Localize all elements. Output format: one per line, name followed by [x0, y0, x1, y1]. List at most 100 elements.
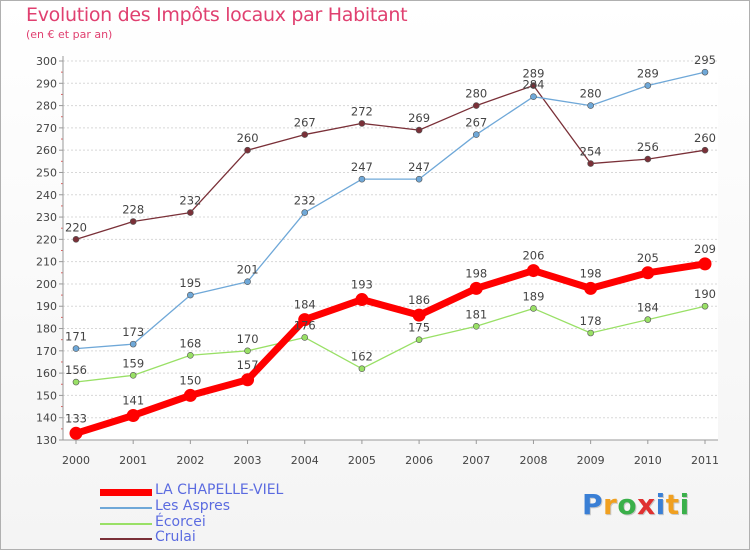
y-tick-label: 220: [36, 233, 57, 246]
y-tick-label: 150: [36, 389, 57, 402]
y-tick-label: 170: [36, 345, 57, 358]
y-tick-label: 140: [36, 412, 57, 425]
data-point: [72, 345, 80, 352]
data-label: 133: [65, 411, 87, 425]
data-label: 193: [351, 278, 373, 292]
data-label: 228: [122, 203, 144, 217]
x-tick-label: 2010: [634, 454, 662, 467]
data-label: 220: [65, 220, 87, 234]
data-point: [644, 155, 652, 163]
y-tick-label: 230: [36, 211, 57, 224]
data-point: [298, 313, 312, 327]
data-point: [530, 82, 537, 89]
data-point: [187, 291, 194, 299]
legend-label: Écorcei: [155, 514, 206, 530]
data-label: 159: [122, 356, 144, 370]
series-line-1: [75, 71, 706, 350]
data-label: 289: [522, 67, 544, 81]
data-label: 284: [522, 78, 544, 92]
data-point: [641, 266, 655, 280]
data-label: 254: [580, 145, 602, 159]
data-point: [244, 146, 251, 154]
data-label: 272: [351, 104, 373, 118]
plot-area: [63, 61, 718, 440]
legend-swatch: [100, 523, 152, 525]
data-point: [698, 257, 712, 271]
legend-label: Crulai: [155, 529, 196, 545]
data-label: 176: [294, 318, 316, 332]
x-tick-label: 2001: [119, 454, 147, 467]
data-label: 232: [179, 194, 201, 208]
data-point: [187, 209, 194, 216]
data-label: 295: [694, 53, 716, 67]
data-label: 289: [637, 67, 659, 81]
legend-swatch: [100, 507, 152, 509]
data-label: 260: [237, 131, 259, 145]
data-label: 280: [580, 87, 602, 101]
y-tick-label: 280: [36, 100, 57, 113]
data-label: 170: [237, 332, 259, 346]
data-point: [187, 351, 194, 359]
chart-title: Evolution des Impôts locaux par Habitant: [26, 4, 408, 26]
x-tick-label: 2000: [62, 454, 90, 467]
data-label: 156: [65, 363, 87, 377]
legend-label: Les Aspres: [155, 498, 231, 514]
data-point: [701, 302, 709, 310]
data-label: 189: [522, 289, 544, 303]
data-label: 205: [637, 251, 659, 265]
proxiti-logo: Proxiti: [582, 488, 690, 521]
data-label: 267: [465, 116, 487, 130]
data-point: [701, 146, 709, 154]
data-point: [472, 322, 480, 330]
y-tick-label: 210: [36, 256, 57, 269]
x-tick-label: 2005: [348, 454, 376, 467]
y-tick-label: 250: [36, 166, 57, 179]
data-label: 157: [237, 358, 259, 372]
series-line-2: [75, 305, 706, 383]
data-point: [530, 305, 537, 312]
x-tick-label: 2002: [176, 454, 204, 467]
data-label: 280: [465, 87, 487, 101]
data-point: [584, 281, 598, 295]
data-point: [472, 131, 480, 138]
data-point: [358, 365, 366, 372]
x-tick-label: 2007: [462, 454, 490, 467]
y-tick-label: 200: [36, 278, 57, 291]
x-tick-label: 2006: [405, 454, 433, 467]
y-tick-label: 260: [36, 144, 57, 157]
data-point: [415, 126, 423, 134]
data-point: [415, 175, 423, 183]
data-point: [129, 340, 137, 348]
x-tick-label: 2008: [519, 454, 547, 467]
legend-label: LA CHAPELLE-VIEL: [155, 482, 284, 498]
data-point: [358, 175, 366, 183]
data-label: 168: [179, 336, 201, 350]
data-label: 181: [465, 307, 487, 321]
data-point: [701, 68, 709, 76]
data-label: 186: [408, 293, 430, 307]
chart-subtitle: (en € et par an): [26, 28, 113, 41]
data-label: 201: [237, 263, 259, 277]
data-point: [301, 131, 309, 138]
data-point: [129, 372, 137, 379]
data-label: 150: [179, 373, 201, 387]
data-label: 247: [408, 160, 430, 174]
y-tick-label: 290: [36, 77, 57, 90]
y-tick-label: 270: [36, 122, 57, 135]
legend-swatch: [100, 488, 152, 496]
data-point: [183, 388, 197, 402]
data-label: 209: [694, 242, 716, 256]
data-point: [69, 426, 83, 440]
data-label: 162: [351, 350, 373, 364]
data-label: 171: [65, 330, 87, 344]
data-point: [644, 316, 652, 323]
y-tick-label: 190: [36, 300, 57, 313]
data-point: [244, 347, 251, 355]
y-tick-label: 130: [36, 434, 57, 447]
data-point: [530, 93, 537, 100]
data-label: 198: [465, 266, 487, 280]
data-label: 195: [179, 276, 201, 290]
data-label: 269: [408, 111, 430, 125]
data-label: 198: [580, 266, 602, 280]
legend-swatch: [100, 538, 152, 540]
